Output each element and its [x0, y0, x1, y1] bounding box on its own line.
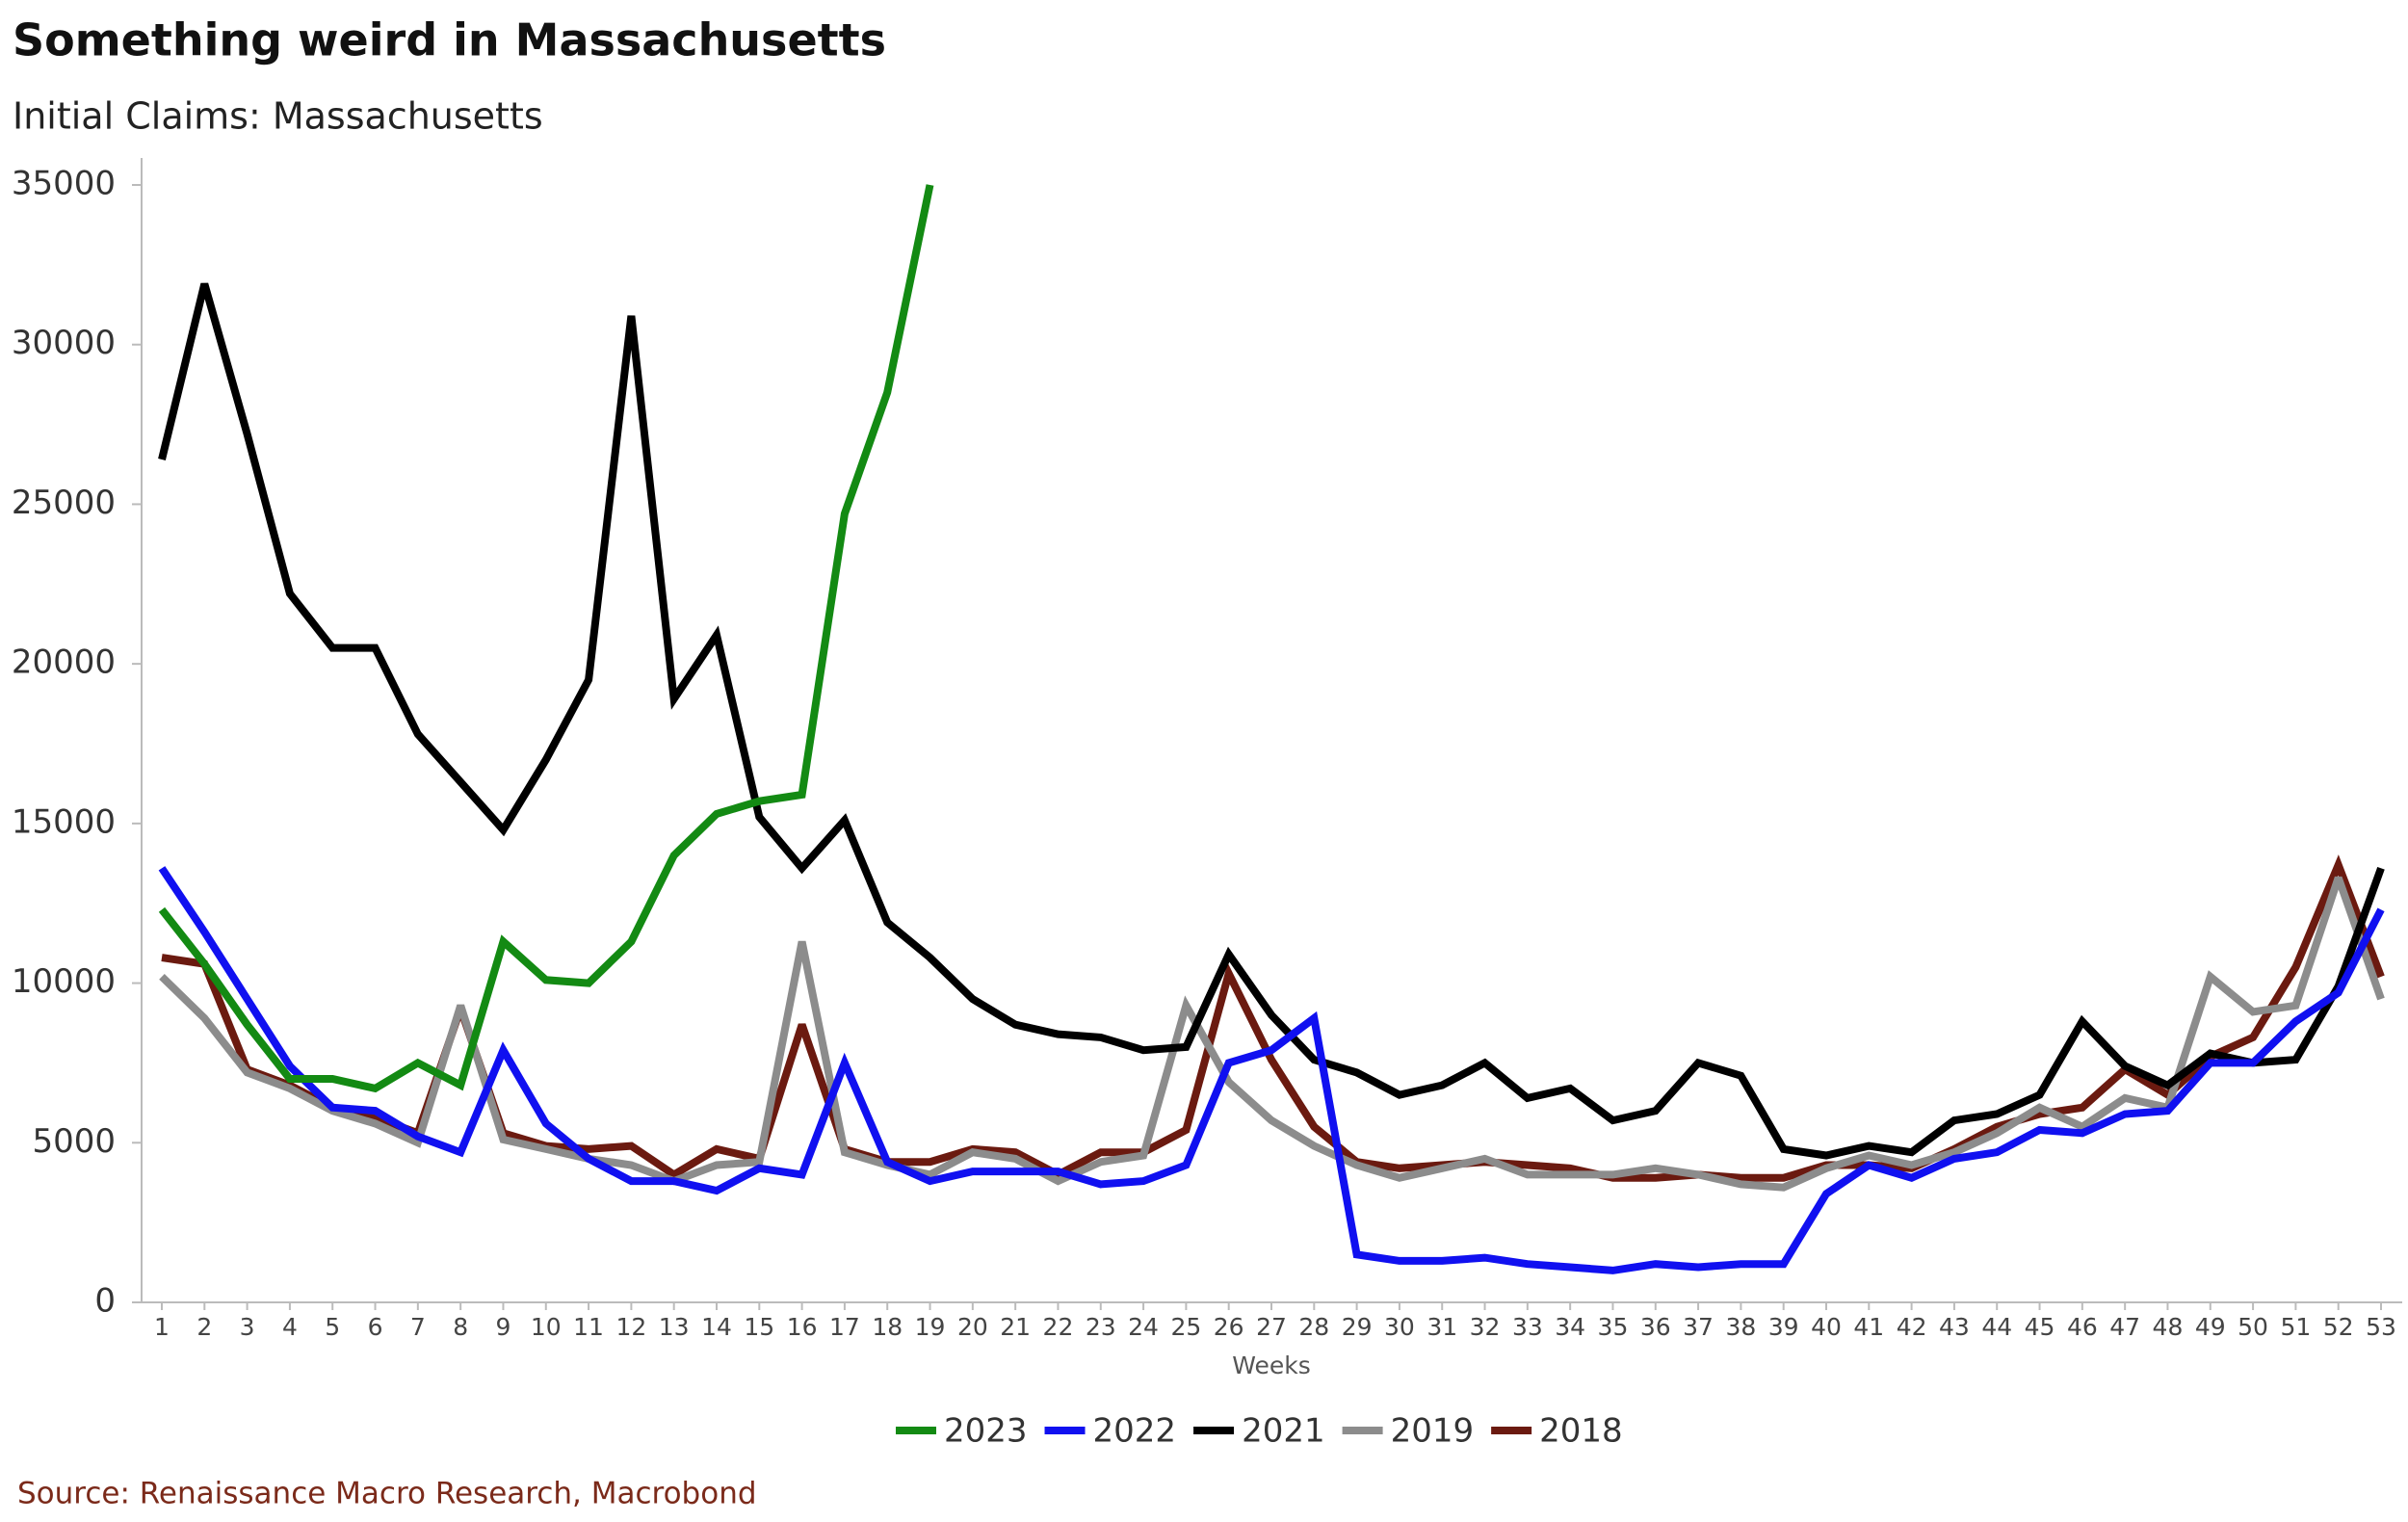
y-tick-label: 20000: [12, 643, 116, 682]
x-tick-label: 49: [2195, 1313, 2226, 1341]
x-tick-label: 40: [1811, 1313, 1842, 1341]
series-line: [158, 866, 2385, 1274]
x-tick-label: 39: [1768, 1313, 1799, 1341]
x-tick-label: 3: [240, 1313, 255, 1341]
x-tick-label: 5: [325, 1313, 340, 1341]
x-tick-label: 44: [1981, 1313, 2012, 1341]
x-tick-label: 22: [1043, 1313, 1074, 1341]
x-tick-label: 33: [1512, 1313, 1543, 1341]
x-tick-label: 2: [196, 1313, 212, 1341]
x-tick-label: 41: [1853, 1313, 1884, 1341]
x-tick-label: 42: [1897, 1313, 1927, 1341]
x-tick-label: 20: [957, 1313, 988, 1341]
x-tick-label: 6: [368, 1313, 383, 1341]
legend-label: 2019: [1391, 1412, 1475, 1451]
y-tick-label: 5000: [32, 1122, 116, 1161]
x-tick-label: 32: [1470, 1313, 1501, 1341]
x-tick-label: 9: [496, 1313, 511, 1341]
x-tick-label: 45: [2025, 1313, 2055, 1341]
x-tick-label: 21: [1000, 1313, 1031, 1341]
x-tick-label: 12: [615, 1313, 646, 1341]
series-line: [159, 876, 2385, 1192]
x-axis-label: Weeks: [1232, 1351, 1311, 1379]
x-tick-label: 38: [1725, 1313, 1756, 1341]
x-tick-label: 53: [2366, 1313, 2396, 1341]
y-tick-label: 10000: [12, 962, 116, 1001]
chart-title: Something weird in Massachusetts: [13, 14, 886, 66]
x-tick-label: 24: [1128, 1313, 1159, 1341]
x-tick-label: 7: [410, 1313, 426, 1341]
x-tick-label: 43: [1939, 1313, 1970, 1341]
x-tick-label: 34: [1555, 1313, 1585, 1341]
x-tick-label: 19: [915, 1313, 946, 1341]
legend-label: 2022: [1093, 1412, 1177, 1451]
x-tick-label: 14: [701, 1313, 732, 1341]
x-tick-label: 11: [573, 1313, 604, 1341]
y-tick-label: 15000: [12, 802, 116, 841]
x-tick-label: 27: [1256, 1313, 1287, 1341]
chart-subtitle: Initial Claims: Massachusetts: [13, 95, 543, 138]
x-tick-label: 48: [2153, 1313, 2184, 1341]
x-tick-label: 29: [1342, 1313, 1373, 1341]
legend-label: 2021: [1242, 1412, 1325, 1451]
x-tick-label: 47: [2109, 1313, 2140, 1341]
x-tick-label: 15: [744, 1313, 774, 1341]
x-tick-label: 10: [531, 1313, 562, 1341]
x-tick-label: 37: [1683, 1313, 1714, 1341]
x-tick-label: 23: [1086, 1313, 1116, 1341]
x-tick-label: 1: [154, 1313, 170, 1341]
x-tick-label: 46: [2067, 1313, 2098, 1341]
x-tick-label: 35: [1598, 1313, 1629, 1341]
x-tick-label: 4: [282, 1313, 298, 1341]
x-tick-label: 13: [659, 1313, 690, 1341]
x-tick-label: 17: [829, 1313, 860, 1341]
x-tick-label: 51: [2280, 1313, 2311, 1341]
x-tick-label: 16: [787, 1313, 818, 1341]
legend-label: 2018: [1539, 1412, 1623, 1451]
x-tick-label: 18: [872, 1313, 903, 1341]
x-tick-label: 31: [1426, 1313, 1457, 1341]
y-tick-label: 0: [94, 1282, 116, 1321]
x-tick-label: 52: [2323, 1313, 2354, 1341]
x-tick-label: 36: [1640, 1313, 1671, 1341]
legend: 2023 2022 2021 2019 2018: [896, 1412, 1623, 1451]
x-tick-label: 25: [1170, 1313, 1201, 1341]
x-tick-label: 50: [2238, 1313, 2268, 1341]
x-tick-label: 26: [1214, 1313, 1244, 1341]
series-line: [158, 184, 934, 1093]
y-tick-label: 35000: [12, 165, 116, 203]
x-tick-label: 8: [453, 1313, 468, 1341]
x-tick-label: 30: [1384, 1313, 1415, 1341]
legend-label: 2023: [944, 1412, 1028, 1451]
series-line: [158, 282, 2385, 1160]
source-note: Source: Renaissance Macro Research, Macr…: [17, 1477, 757, 1511]
x-tick-label: 28: [1298, 1313, 1329, 1341]
y-tick-label: 30000: [12, 324, 116, 362]
y-tick-label: 25000: [12, 484, 116, 522]
